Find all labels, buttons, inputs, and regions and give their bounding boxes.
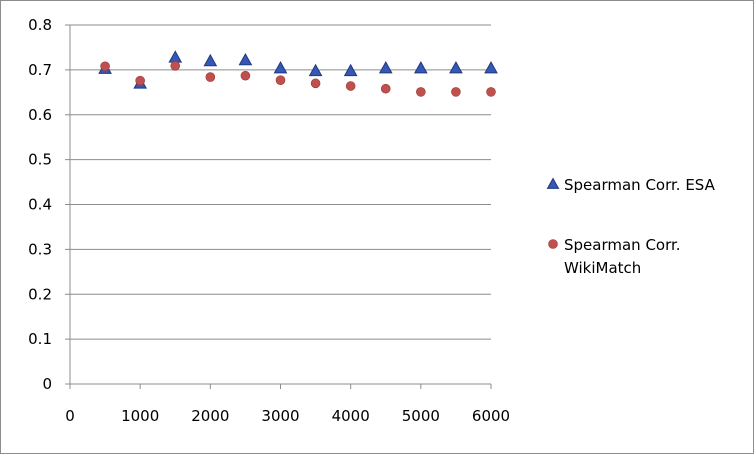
wikimatch-point xyxy=(345,81,356,91)
esa-point xyxy=(343,63,358,77)
wikimatch-point xyxy=(451,87,461,97)
wikimatch-point xyxy=(135,75,145,86)
y-tick-labels: 0 0.1 0.2 0.3 0.4 0.5 0.6 0.7 0.8 xyxy=(28,16,52,393)
axes xyxy=(65,24,492,389)
legend-esa-marker xyxy=(546,177,560,189)
x-tick-labels: 0 1000 2000 3000 4000 5000 6000 xyxy=(65,407,510,425)
esa-point xyxy=(203,53,218,67)
esa-point xyxy=(308,63,323,77)
wikimatch-point xyxy=(380,83,391,94)
legend-wikimatch-label: Spearman Corr. WikiMatch xyxy=(564,236,681,277)
y-tick-label: 0.7 xyxy=(28,61,52,79)
x-tick-label: 6000 xyxy=(472,407,510,425)
legend-wikimatch-marker xyxy=(548,239,558,249)
y-tick-label: 0.3 xyxy=(28,240,52,258)
wikimatch-point xyxy=(416,87,426,97)
legend: Spearman Corr. ESA Spearman Corr. WikiMatc… xyxy=(546,176,716,277)
wikimatch-point xyxy=(486,87,496,97)
esa-point xyxy=(413,61,428,74)
x-tick-label: 5000 xyxy=(402,407,440,425)
esa-point xyxy=(273,61,288,74)
y-tick-label: 0 xyxy=(42,375,52,393)
y-tick-label: 0.4 xyxy=(28,196,52,214)
x-tick-label: 4000 xyxy=(332,407,370,425)
esa-point xyxy=(484,61,498,74)
wikimatch-point xyxy=(100,61,110,72)
y-tick-label: 0.5 xyxy=(28,151,52,169)
data-points xyxy=(98,50,498,97)
y-tick-label: 0.8 xyxy=(28,16,52,34)
x-tick-label: 1000 xyxy=(121,407,159,425)
wikimatch-point xyxy=(275,75,286,85)
y-tick-label: 0.1 xyxy=(28,330,52,348)
wikimatch-point xyxy=(240,70,251,81)
esa-point xyxy=(378,61,393,74)
y-tick-label: 0.6 xyxy=(28,106,52,124)
esa-point xyxy=(449,61,463,74)
esa-point xyxy=(168,50,183,63)
x-tick-label: 0 xyxy=(65,407,75,425)
wikimatch-point xyxy=(205,72,216,82)
y-tick-label: 0.2 xyxy=(28,285,52,303)
esa-point xyxy=(238,52,253,66)
gridlines xyxy=(70,24,491,340)
legend-esa-label: Spearman Corr. ESA xyxy=(564,176,716,194)
wikimatch-point xyxy=(310,78,321,89)
x-tick-label: 2000 xyxy=(191,407,229,425)
wikimatch-point xyxy=(170,61,181,71)
x-tick-label: 3000 xyxy=(261,407,299,425)
